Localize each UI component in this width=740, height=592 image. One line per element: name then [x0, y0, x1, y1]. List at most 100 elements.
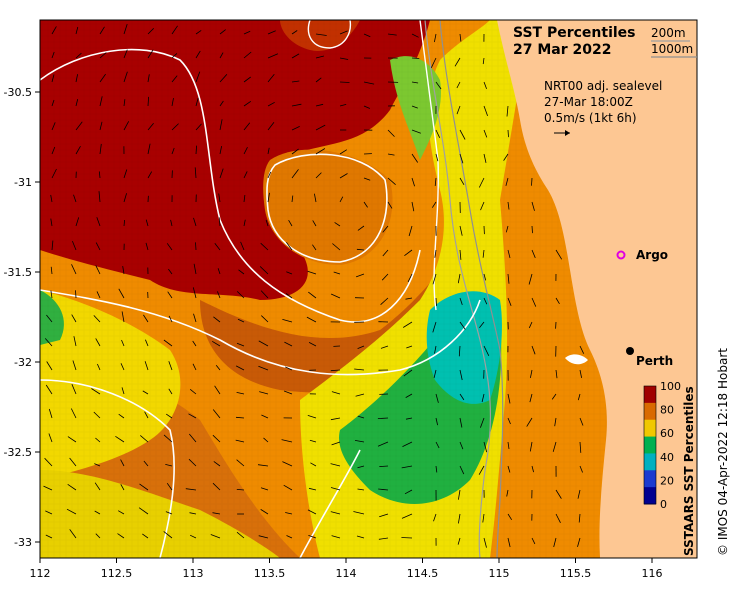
current-vector: [147, 28, 154, 35]
x-axis: 112 112.5 113 113.5 114 114.5 115 115.5 116: [30, 558, 663, 580]
current-vector: [170, 219, 173, 227]
current-vector: [457, 537, 461, 545]
current-vector: [529, 393, 533, 403]
y-tick-label: -31: [14, 176, 32, 189]
current-vector: [531, 249, 536, 259]
current-vector: [503, 153, 509, 161]
current-vector: [507, 441, 510, 450]
current-vector: [286, 271, 293, 275]
current-vector: [554, 417, 557, 427]
current-vector: [168, 268, 173, 275]
current-vector: [243, 100, 252, 107]
annotation-line2: 27-Mar 18:00Z: [544, 95, 633, 109]
current-vector: [579, 345, 585, 354]
current-vector: [185, 488, 197, 491]
current-vector: [267, 192, 270, 203]
sealevel-contour-c: [40, 379, 175, 558]
current-vector: [459, 249, 462, 260]
current-vector: [411, 105, 418, 109]
current-vector: [506, 105, 509, 117]
current-vector: [379, 513, 389, 518]
current-vector: [459, 225, 463, 236]
sealevel-contour-f: [307, 20, 352, 49]
current-vector: [259, 266, 269, 275]
current-vector: [75, 146, 81, 155]
colorbar-label: SSTAARS SST Percentiles: [682, 386, 696, 556]
current-vector: [356, 248, 365, 251]
current-vector: [507, 273, 510, 284]
current-vector: [459, 465, 465, 475]
current-vector: [387, 153, 395, 156]
current-vector: [459, 177, 465, 186]
current-vector: [139, 483, 149, 491]
current-vector: [430, 57, 437, 68]
current-vector: [403, 369, 413, 377]
current-vector: [555, 489, 562, 499]
current-vector: [72, 240, 77, 251]
current-vector: [334, 222, 341, 227]
current-vector: [401, 537, 413, 539]
current-vector: [339, 30, 348, 35]
current-vector: [434, 345, 437, 354]
current-vector: [331, 391, 341, 395]
current-vector: [363, 33, 371, 38]
contour-200m: [439, 20, 504, 558]
current-vector: [267, 147, 270, 155]
current-vector: [51, 51, 55, 59]
current-vector: [43, 485, 53, 491]
current-vector: [457, 273, 461, 284]
colorbar-tick-label: 40: [660, 451, 674, 464]
sealevel-contour-d: [299, 449, 361, 558]
current-vector: [188, 458, 197, 467]
current-vector: [404, 489, 413, 495]
current-vector: [433, 513, 437, 522]
current-vector: [193, 263, 197, 275]
current-vector: [531, 297, 537, 307]
current-vector: [51, 26, 57, 35]
current-vector: [282, 461, 293, 467]
current-vector: [263, 437, 269, 443]
current-vector: [171, 147, 175, 155]
current-vector: [357, 465, 365, 469]
current-vector: [95, 242, 101, 251]
current-vector: [458, 345, 461, 357]
colorbar-segment: [644, 470, 656, 488]
current-vector: [458, 489, 461, 500]
current-vector: [147, 96, 149, 107]
current-vector: [531, 537, 536, 545]
current-vector: [552, 441, 557, 452]
perth-estuary: [565, 354, 588, 365]
current-vector: [283, 390, 293, 395]
depth-200-label: 200m: [651, 26, 686, 40]
current-vector: [50, 194, 53, 203]
current-vector: [71, 384, 77, 395]
current-vector: [355, 273, 365, 278]
current-vector: [291, 195, 294, 203]
y-tick-label: -32.5: [4, 446, 32, 459]
current-vector: [93, 315, 101, 323]
current-vector: [48, 433, 53, 443]
current-vector: [459, 417, 463, 428]
current-vector: [99, 121, 103, 131]
current-vector: [483, 273, 487, 281]
current-vector: [45, 534, 53, 539]
current-vector: [291, 80, 300, 83]
current-vector: [402, 321, 413, 328]
current-vector: [459, 297, 463, 306]
current-vector: [98, 191, 101, 203]
current-vector: [505, 225, 509, 233]
current-vector: [166, 482, 173, 491]
current-vector: [219, 100, 224, 107]
current-vector: [71, 264, 77, 275]
current-vector: [483, 345, 490, 356]
current-vector: [193, 313, 197, 323]
y-tick-label: -32: [14, 356, 32, 369]
current-vector: [75, 217, 80, 227]
x-tick-label: 114: [336, 567, 357, 580]
current-vector: [308, 342, 317, 347]
current-vector: [213, 461, 221, 467]
current-vector: [331, 441, 341, 446]
current-vector: [195, 145, 197, 155]
current-vector: [45, 510, 53, 515]
current-vector: [307, 509, 317, 515]
